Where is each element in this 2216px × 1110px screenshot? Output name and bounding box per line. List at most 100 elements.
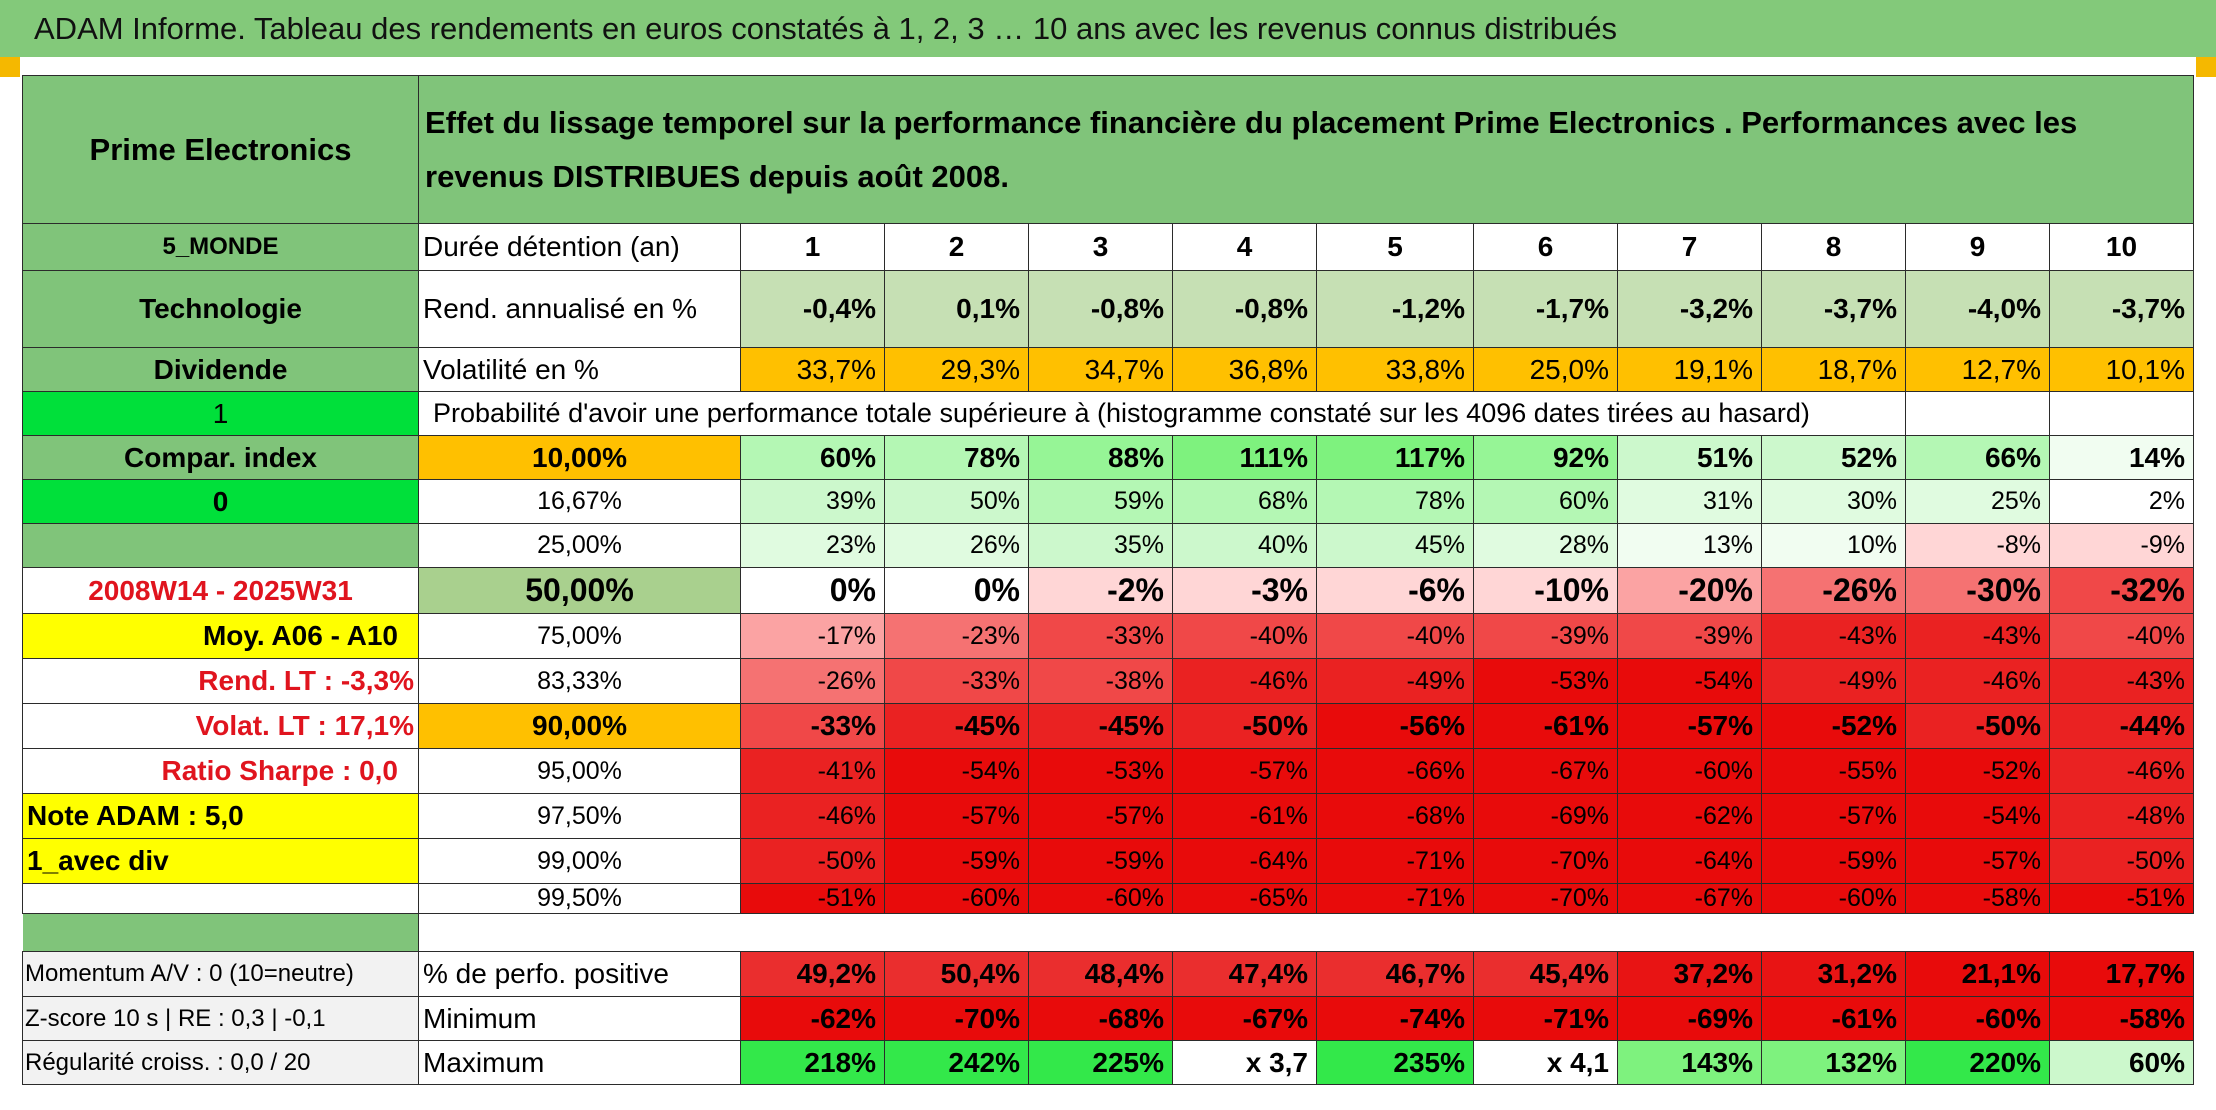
performance-table: Prime Electronics Effet du lissage tempor…: [22, 75, 2194, 1085]
year-header: 1: [740, 223, 885, 271]
quantile-value: -40%: [2049, 613, 2194, 659]
quantile-value: -33%: [740, 703, 885, 749]
quantile-value: -70%: [1473, 883, 1618, 914]
spacer: [419, 914, 2194, 952]
vol-value: 19,1%: [1617, 347, 1762, 392]
rend-value: -0,4%: [740, 270, 885, 348]
table-row: [22, 913, 2194, 952]
min-value: -69%: [1617, 996, 1762, 1041]
pos-value: 48,4%: [1028, 951, 1173, 997]
quantile-value: 60%: [740, 435, 885, 480]
sector-label: Technologie: [22, 270, 419, 348]
quantile-label: 99,00%: [418, 838, 741, 884]
quantile-label: 95,00%: [418, 748, 741, 794]
max-value: 235%: [1316, 1040, 1474, 1085]
max-value: x 4,1: [1473, 1040, 1618, 1085]
quantile-value: -52%: [1905, 748, 2050, 794]
rend-label: Rend. annualisé en %: [418, 270, 741, 348]
table-row: 2008W14 - 2025W31 50,00% 0% 0% -2% -3% -6% -10%…: [22, 567, 2194, 614]
table-row: Prime Electronics Effet du lissage tempor…: [22, 75, 2194, 224]
max-value: 143%: [1617, 1040, 1762, 1085]
quantile-value: -45%: [1028, 703, 1173, 749]
table-description: Effet du lissage temporel sur la perform…: [418, 75, 2194, 224]
quantile-value: 45%: [1316, 523, 1474, 568]
quantile-value: -57%: [1617, 703, 1762, 749]
table-row: 0 16,67% 39% 50% 59% 68% 78% 60% 31% 30% 25% 2%: [22, 479, 2194, 524]
quantile-value: -59%: [1028, 838, 1173, 884]
table-row: Moy. A06 - A10 75,00% -17% -23% -33% -40% -40%…: [22, 613, 2194, 659]
asset-name: Prime Electronics: [22, 75, 419, 224]
quantile-value: -45%: [884, 703, 1029, 749]
table-row: Régularité croiss. : 0,0 / 20 Maximum 218%…: [22, 1040, 2194, 1085]
quantile-value: 14%: [2049, 435, 2194, 480]
pos-value: 47,4%: [1172, 951, 1317, 997]
year-header: 5: [1316, 223, 1474, 271]
quantile-value: 50%: [884, 479, 1029, 524]
empty-cell: [2049, 391, 2194, 436]
rend-value: -0,8%: [1028, 270, 1173, 348]
rend-value: -1,7%: [1473, 270, 1618, 348]
quantile-value: -56%: [1316, 703, 1474, 749]
table-row: 5_MONDE Durée détention (an) 1 2 3 4 5 6 7 8 9 10: [22, 223, 2194, 271]
year-header: 7: [1617, 223, 1762, 271]
quantile-value: -48%: [2049, 793, 2194, 839]
vol-value: 36,8%: [1172, 347, 1317, 392]
vol-value: 29,3%: [884, 347, 1029, 392]
quantile-value: 35%: [1028, 523, 1173, 568]
quantile-value: -57%: [1172, 748, 1317, 794]
quantile-value: -40%: [1172, 613, 1317, 659]
rend-value: -3,7%: [1761, 270, 1906, 348]
quantile-value: -57%: [884, 793, 1029, 839]
quantile-value: -38%: [1028, 658, 1173, 704]
max-label: Maximum: [418, 1040, 741, 1085]
year-header: 8: [1761, 223, 1906, 271]
proba-label: Probabilité d'avoir une performance tota…: [418, 391, 1906, 436]
quantile-value: -64%: [1617, 838, 1762, 884]
quantile-label: 99,50%: [418, 883, 741, 914]
quantile-value: -59%: [1761, 838, 1906, 884]
min-value: -68%: [1028, 996, 1173, 1041]
rend-value: 0,1%: [884, 270, 1029, 348]
volat-lt-label: Volat. LT : 17,1%: [22, 703, 419, 749]
quantile-value: -69%: [1473, 793, 1618, 839]
table-row: Rend. LT : -3,3% 83,33% -26% -33% -38% -46% -4…: [22, 658, 2194, 704]
quantile-label: 97,50%: [418, 793, 741, 839]
quantile-value: -46%: [1905, 658, 2050, 704]
pos-value: 49,2%: [740, 951, 885, 997]
regularite-label: Régularité croiss. : 0,0 / 20: [22, 1040, 419, 1085]
quantile-value: 2%: [2049, 479, 2194, 524]
quantile-value: 10%: [1761, 523, 1906, 568]
rend-value: -3,2%: [1617, 270, 1762, 348]
quantile-value: -66%: [1316, 748, 1474, 794]
quantile-value: -30%: [1905, 567, 2050, 614]
quantile-value: -62%: [1617, 793, 1762, 839]
quantile-value: -32%: [2049, 567, 2194, 614]
quantile-value: -20%: [1617, 567, 1762, 614]
flag-one: 1: [22, 391, 419, 436]
quantile-value: 92%: [1473, 435, 1618, 480]
zscore-label: Z-score 10 s | RE : 0,3 | -0,1: [22, 996, 419, 1041]
quantile-value: -71%: [1316, 883, 1474, 914]
quantile-label: 90,00%: [418, 703, 741, 749]
report-title: ADAM Informe. Tableau des rendements en …: [0, 0, 2216, 57]
quantile-value: 51%: [1617, 435, 1762, 480]
quantile-value: -50%: [2049, 838, 2194, 884]
zone-label: 5_MONDE: [22, 223, 419, 271]
quantile-label: 50,00%: [418, 567, 741, 614]
quantile-value: -50%: [740, 838, 885, 884]
quantile-value: -39%: [1617, 613, 1762, 659]
period-label: 2008W14 - 2025W31: [22, 567, 419, 614]
vol-value: 34,7%: [1028, 347, 1173, 392]
note-label: Note ADAM : 5,0: [22, 793, 419, 839]
quantile-value: 117%: [1316, 435, 1474, 480]
quantile-value: -57%: [1028, 793, 1173, 839]
quantile-value: -52%: [1761, 703, 1906, 749]
quantile-value: 28%: [1473, 523, 1618, 568]
quantile-value: -71%: [1316, 838, 1474, 884]
quantile-value: 26%: [884, 523, 1029, 568]
quantile-value: -51%: [2049, 883, 2194, 914]
quantile-value: -60%: [884, 883, 1029, 914]
pos-value: 46,7%: [1316, 951, 1474, 997]
quantile-value: 30%: [1761, 479, 1906, 524]
quantile-value: -46%: [2049, 748, 2194, 794]
